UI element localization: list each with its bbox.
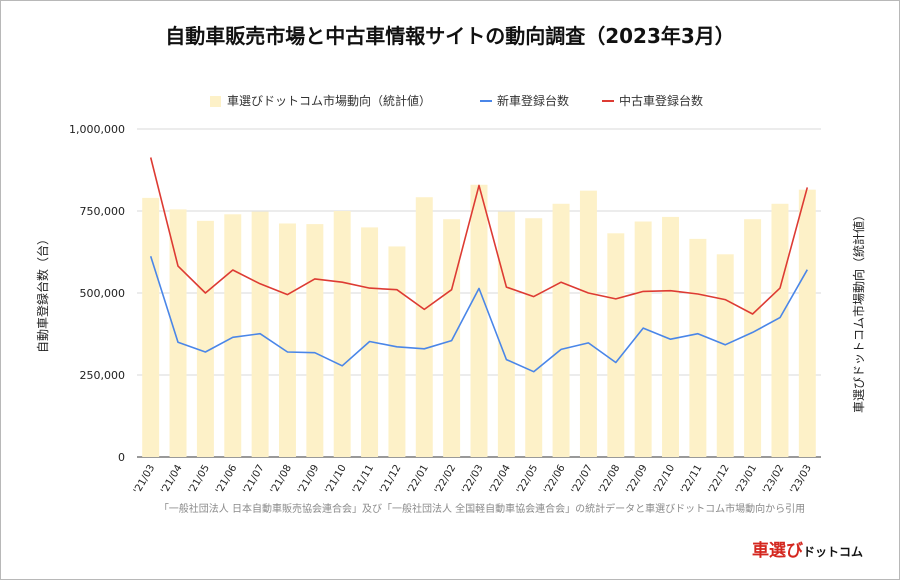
x-tick-label: '22/05 [515, 463, 540, 496]
y-tick-label: 0 [118, 451, 125, 464]
x-tick-label: '21/08 [269, 463, 294, 496]
legend: 車選びドットコム市場動向（統計値） 新車登録台数 中古車登録台数 [210, 93, 703, 108]
y-tick-label: 1,000,000 [69, 123, 125, 136]
site-logo: 車選びドットコム [752, 536, 863, 561]
y-axis-left-label: 自動車登録台数（台） [35, 233, 50, 353]
x-tick-label: '22/08 [597, 463, 622, 496]
x-tick-label: '21/03 [132, 463, 157, 496]
legend-label: 中古車登録台数 [619, 93, 703, 108]
x-tick-label: '21/11 [351, 463, 376, 496]
bar [388, 246, 406, 457]
line-series [149, 157, 809, 373]
bar [169, 209, 187, 457]
x-tick-label: '21/10 [323, 463, 348, 496]
bar [470, 184, 488, 457]
bar [771, 203, 789, 457]
bar [579, 190, 597, 457]
bar [744, 219, 762, 457]
bar [224, 214, 242, 457]
source-note: 「一般社団法人 日本自動車販売協会連合会」及び「一般社団法人 全国軽自動車協会連… [159, 502, 805, 515]
x-tick-label: '23/03 [789, 463, 814, 496]
bar [497, 211, 515, 457]
bar [689, 238, 707, 457]
bar [798, 189, 816, 457]
bar [443, 219, 461, 457]
x-tick-label: '22/07 [570, 463, 595, 496]
y-tick-label: 500,000 [80, 287, 126, 300]
y-tick-label: 250,000 [80, 369, 126, 382]
bar [525, 218, 543, 457]
x-tick-label: '21/07 [241, 463, 266, 496]
bar [196, 220, 214, 457]
x-tick-label: '21/09 [296, 463, 321, 496]
bar [716, 254, 734, 457]
x-tick-label: '22/06 [542, 463, 567, 496]
x-tick-label: '22/03 [460, 463, 485, 496]
x-tick-label: '23/02 [761, 463, 786, 496]
x-tick-label: '23/01 [734, 463, 759, 496]
bar [634, 221, 652, 457]
bar [306, 224, 324, 457]
bar [415, 197, 433, 457]
legend-label: 新車登録台数 [497, 93, 569, 108]
x-tick-label: '22/02 [433, 463, 458, 496]
x-tick-label: '21/06 [214, 463, 239, 496]
chart-title: 自動車販売市場と中古車情報サイトの動向調査（2023年3月） [165, 24, 735, 48]
bar [552, 203, 570, 457]
legend-label: 車選びドットコム市場動向（統計値） [227, 93, 431, 108]
bar-series [142, 184, 816, 457]
bar [278, 223, 296, 457]
x-tick-label: '22/12 [707, 463, 732, 496]
series-line [149, 256, 808, 373]
bar [142, 197, 160, 457]
x-tick-label: '22/09 [624, 463, 649, 496]
series-line [149, 157, 809, 315]
bar [333, 211, 351, 457]
legend-swatch [210, 96, 221, 107]
x-tick-label: '22/10 [652, 463, 677, 496]
logo-main: 車選び [751, 541, 803, 561]
bar [607, 233, 625, 457]
y-tick-label: 750,000 [80, 205, 126, 218]
x-tick-label: '21/04 [159, 463, 184, 496]
x-tick-label: '22/04 [488, 463, 513, 496]
x-tick-label: '22/01 [406, 463, 431, 496]
logo-sub: ドットコム [802, 545, 863, 559]
x-tick-label: '21/12 [378, 463, 403, 496]
x-tick-label: '22/11 [679, 463, 704, 496]
x-tick-label: '21/05 [187, 463, 212, 496]
bar [662, 216, 680, 457]
y-axis-ticks: 0 250,000 500,000 750,000 1,000,000 [69, 123, 125, 464]
x-axis-ticks: '21/03'21/04'21/05'21/06'21/07'21/08'21/… [132, 463, 814, 496]
y-axis-right-label: 車選びドットコム市場動向（統計値） [851, 209, 866, 413]
